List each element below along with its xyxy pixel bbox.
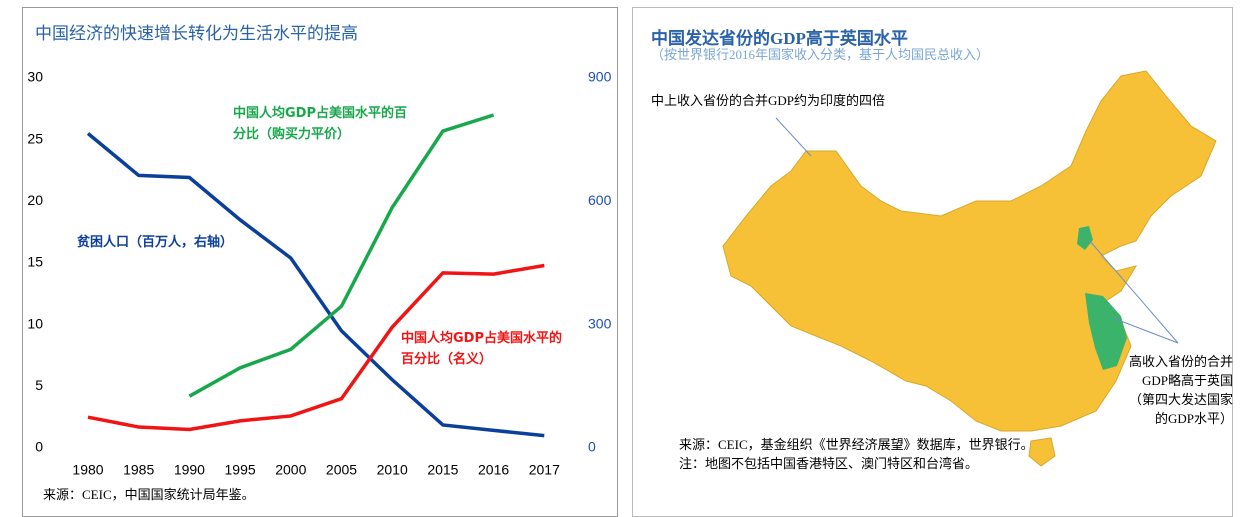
map-panel: 中国发达省份的GDP高于英国水平 （按世界银行2016年国家收入分类，基于人均国… (632, 7, 1233, 517)
x-tick-label: 2015 (427, 462, 458, 478)
source: 来源：CEIC，中国国家统计局年鉴。 (43, 487, 255, 502)
map-title: 中国发达省份的GDP高于英国水平 (651, 29, 908, 48)
series-line (86, 132, 545, 438)
x-tick-label: 2017 (529, 462, 560, 478)
chart-title: 中国经济的快速增长转化为生活水平的提高 (35, 24, 358, 44)
pointer (1112, 317, 1179, 344)
y-tick-label: 0 (35, 439, 43, 455)
high-income-east (1085, 293, 1127, 370)
y-tick-label: 5 (35, 377, 43, 393)
series-line (87, 263, 545, 432)
y-tick-label: 20 (27, 192, 43, 208)
chart-panel: 中国经济的快速增长转化为生活水平的提高 0 5 10 15 20 25 30 0 300 600 9… (22, 7, 618, 517)
note: 注：地图不包括中国香港特区、澳门特区和台湾省。 (679, 456, 979, 471)
hainan (1028, 437, 1056, 467)
high-income-north (1077, 226, 1093, 250)
map-subtitle: （按世界银行2016年国家收入分类，基于人均国民总收入） (651, 47, 990, 62)
x-tick-label: 1990 (174, 462, 205, 478)
x-tick-label: 2016 (478, 462, 509, 478)
y-tick-label: 15 (27, 254, 43, 270)
x-tick-label: 1985 (123, 462, 154, 478)
x-tick-label: 2000 (275, 462, 306, 478)
pointer (775, 117, 812, 157)
map (722, 70, 1217, 467)
y2-tick-label: 0 (588, 439, 596, 455)
note: 来源：CEIC，基金组织《世界经济展望》数据库，世界银行。 (679, 437, 1034, 452)
y2-tick-label: 600 (588, 192, 612, 208)
chart: 中国经济的快速增长转化为生活水平的提高 05101520253003006009… (27, 24, 612, 478)
series-label: 中国人均GDP占美国水平的百分比（名义） (401, 331, 562, 367)
y-tick-label: 25 (27, 130, 43, 146)
y-tick-label: 30 (27, 69, 43, 85)
pointer (1088, 239, 1179, 344)
x-tick-label: 1995 (225, 462, 256, 478)
series-label: 中国人均GDP占美国水平的百分比（购买力平价） (233, 106, 407, 142)
x-tick-label: 1980 (72, 462, 103, 478)
y2-tick-label: 900 (588, 69, 612, 85)
series-line (188, 113, 495, 398)
y-tick-label: 10 (27, 315, 43, 331)
y2-tick-label: 300 (588, 315, 612, 331)
annotation: 中上收入省份的合并GDP约为印度的四倍 (651, 93, 886, 108)
annotation: 高收入省份的合并GDP略高于英国（第四大发达国家的GDP水平） (1129, 354, 1234, 426)
x-tick-label: 2010 (377, 462, 408, 478)
series-label: 贫困人口（百万人，右轴） (77, 235, 234, 250)
china-map (722, 70, 1217, 432)
x-tick-label: 2005 (326, 462, 357, 478)
